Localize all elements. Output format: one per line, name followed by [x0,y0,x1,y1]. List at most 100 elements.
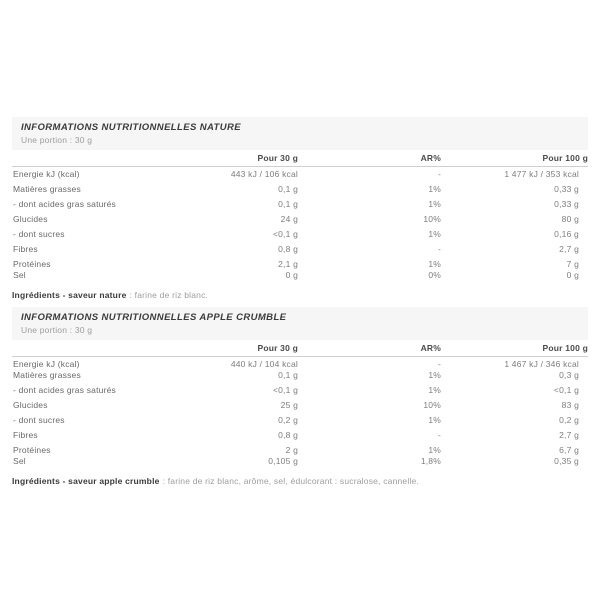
row-label: Protéines [13,259,51,269]
table-header-row: Pour 30 g AR% Pour 100 g [12,340,588,357]
table-row: Fibres 0,8 g - 2,7 g [12,242,588,257]
value-per-100g: 0,2 g [559,415,579,425]
table-row: Sel 0,105 g 1,8% 0,35 g [12,454,588,469]
value-ar-percent: 10% [423,400,441,410]
value-ar-percent: 0% [428,270,441,280]
value-per-30g: 0,1 g [278,184,298,194]
value-ar-percent: 1% [428,259,441,269]
table-row: Glucides 25 g 10% 83 g [12,398,588,413]
value-ar-percent: 1% [428,199,441,209]
row-label: - dont sucres [13,229,65,239]
value-ar-percent: 10% [423,214,441,224]
table-row: Protéines 2,1 g 1% 7 g [12,257,588,272]
section-header: INFORMATIONS NUTRITIONNELLES NATURE Une … [12,117,588,150]
column-header-per-100g: Pour 100 g [542,153,588,163]
value-per-30g: 443 kJ / 106 kcal [230,169,298,179]
row-label: - dont acides gras saturés [13,385,116,395]
ingredients-label: Ingrédients - saveur nature [12,290,127,300]
value-per-100g: 1 477 kJ / 353 kcal [504,169,579,179]
table-row: Energie kJ (kcal) 440 kJ / 104 kcal - 1 … [12,357,588,372]
value-ar-percent: 1% [428,370,441,380]
row-label: Matières grasses [13,370,81,380]
value-per-100g: 6,7 g [559,445,579,455]
value-ar-percent: - [437,244,441,254]
section-title: INFORMATIONS NUTRITIONNELLES APPLE CRUMB… [21,312,287,323]
row-label: Sel [13,456,26,466]
value-ar-percent: 1% [428,415,441,425]
table-rows: Energie kJ (kcal) 443 kJ / 106 kcal - 1 … [12,167,588,283]
table-row: - dont acides gras saturés 0,1 g 1% 0,33… [12,197,588,212]
portion-label: Une portion : 30 g [21,135,93,145]
row-label: Fibres [13,430,38,440]
table-row: - dont sucres 0,2 g 1% 0,2 g [12,413,588,428]
value-per-30g: 0,8 g [278,430,298,440]
value-per-100g: <0,1 g [553,385,579,395]
column-header-per-100g: Pour 100 g [542,343,588,353]
table-row: Energie kJ (kcal) 443 kJ / 106 kcal - 1 … [12,167,588,182]
column-header-ar-percent: AR% [420,343,441,353]
column-header-per-30g: Pour 30 g [257,343,298,353]
value-per-30g: 0,105 g [268,456,298,466]
table-row: Fibres 0,8 g - 2,7 g [12,428,588,443]
value-per-100g: 0,35 g [554,456,579,466]
ingredients-text: : farine de riz blanc, arôme, sel, édulc… [162,476,420,486]
value-per-30g: <0,1 g [272,229,298,239]
value-ar-percent: 1,8% [420,456,441,466]
table-row: Sel 0 g 0% 0 g [12,268,588,283]
value-per-30g: 440 kJ / 104 kcal [230,359,298,369]
value-per-100g: 0,33 g [554,199,579,209]
table-row: Matières grasses 0,1 g 1% 0,33 g [12,182,588,197]
row-label: Glucides [13,214,48,224]
row-label: Energie kJ (kcal) [13,359,80,369]
value-per-30g: 2,1 g [278,259,298,269]
ingredients-line: Ingrédients - saveur apple crumble: fari… [12,476,588,486]
value-per-30g: <0,1 g [272,385,298,395]
row-label: - dont sucres [13,415,65,425]
row-label: Sel [13,270,26,280]
value-per-100g: 80 g [561,214,579,224]
row-label: Energie kJ (kcal) [13,169,80,179]
value-ar-percent: - [437,359,441,369]
ingredients-label: Ingrédients - saveur apple crumble [12,476,160,486]
row-label: Protéines [13,445,51,455]
value-per-100g: 2,7 g [559,244,579,254]
value-per-100g: 0 g [566,270,579,280]
table-header-row: Pour 30 g AR% Pour 100 g [12,150,588,167]
value-per-100g: 0,3 g [559,370,579,380]
value-per-100g: 0,16 g [554,229,579,239]
value-per-30g: 25 g [280,400,298,410]
value-per-100g: 83 g [561,400,579,410]
table-row: Protéines 2 g 1% 6,7 g [12,443,588,458]
portion-label: Une portion : 30 g [21,325,93,335]
value-ar-percent: - [437,169,441,179]
nutrition-section: INFORMATIONS NUTRITIONNELLES APPLE CRUMB… [12,307,588,486]
table-rows: Energie kJ (kcal) 440 kJ / 104 kcal - 1 … [12,357,588,469]
ingredients-line: Ingrédients - saveur nature: farine de r… [12,290,588,300]
value-ar-percent: - [437,430,441,440]
table-row: - dont sucres <0,1 g 1% 0,16 g [12,227,588,242]
value-ar-percent: 1% [428,445,441,455]
section-header: INFORMATIONS NUTRITIONNELLES APPLE CRUMB… [12,307,588,340]
row-label: Fibres [13,244,38,254]
section-title: INFORMATIONS NUTRITIONNELLES NATURE [21,122,241,133]
row-label: Glucides [13,400,48,410]
column-header-ar-percent: AR% [420,153,441,163]
table-row: - dont acides gras saturés <0,1 g 1% <0,… [12,383,588,398]
nutrition-section: INFORMATIONS NUTRITIONNELLES NATURE Une … [12,117,588,300]
value-ar-percent: 1% [428,229,441,239]
value-per-30g: 0 g [285,270,298,280]
value-per-100g: 2,7 g [559,430,579,440]
row-label: Matières grasses [13,184,81,194]
value-per-100g: 1 467 kJ / 346 kcal [504,359,579,369]
nutrition-sections: INFORMATIONS NUTRITIONNELLES NATURE Une … [12,117,588,486]
value-per-100g: 7 g [566,259,579,269]
value-per-100g: 0,33 g [554,184,579,194]
row-label: - dont acides gras saturés [13,199,116,209]
value-ar-percent: 1% [428,385,441,395]
table-row: Glucides 24 g 10% 80 g [12,212,588,227]
value-per-30g: 0,1 g [278,370,298,380]
value-per-30g: 2 g [285,445,298,455]
ingredients-text: : farine de riz blanc. [129,290,209,300]
value-ar-percent: 1% [428,184,441,194]
value-per-30g: 0,8 g [278,244,298,254]
